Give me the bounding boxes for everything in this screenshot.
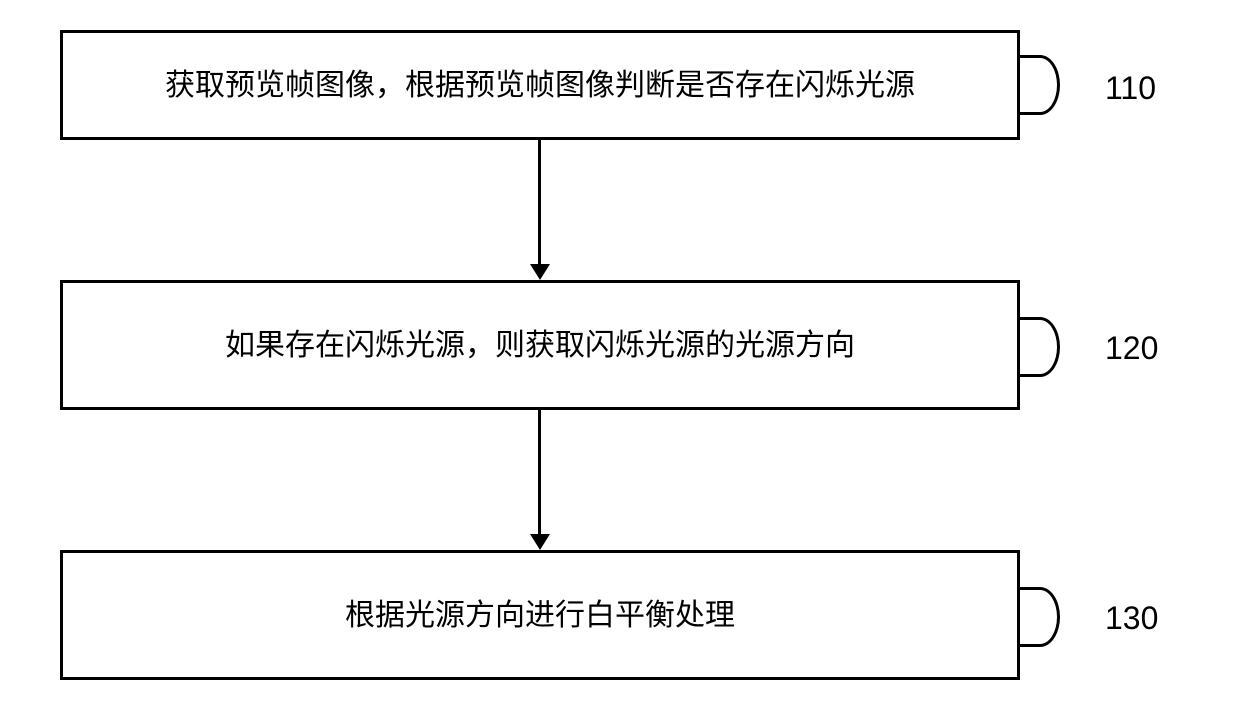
arrow-line-1	[538, 140, 541, 264]
connector-curve-2	[1020, 317, 1060, 377]
step-text-2: 如果存在闪烁光源，则获取闪烁光源的光源方向	[225, 323, 855, 368]
step-box-3: 根据光源方向进行白平衡处理	[60, 550, 1020, 680]
connector-curve-1	[1020, 55, 1060, 115]
flowchart-container: 获取预览帧图像，根据预览帧图像判断是否存在闪烁光源 110 如果存在闪烁光源，则…	[0, 0, 1240, 725]
arrow-line-2	[538, 410, 541, 534]
step-box-2: 如果存在闪烁光源，则获取闪烁光源的光源方向	[60, 280, 1020, 410]
step-text-1: 获取预览帧图像，根据预览帧图像判断是否存在闪烁光源	[165, 63, 915, 108]
step-text-3: 根据光源方向进行白平衡处理	[345, 593, 735, 638]
arrow-head-1	[530, 264, 550, 280]
step-box-1: 获取预览帧图像，根据预览帧图像判断是否存在闪烁光源	[60, 30, 1020, 140]
step-label-2: 120	[1105, 330, 1158, 367]
step-label-1: 110	[1105, 70, 1156, 107]
connector-curve-3	[1020, 587, 1060, 647]
arrow-head-2	[530, 534, 550, 550]
step-label-3: 130	[1105, 600, 1158, 637]
